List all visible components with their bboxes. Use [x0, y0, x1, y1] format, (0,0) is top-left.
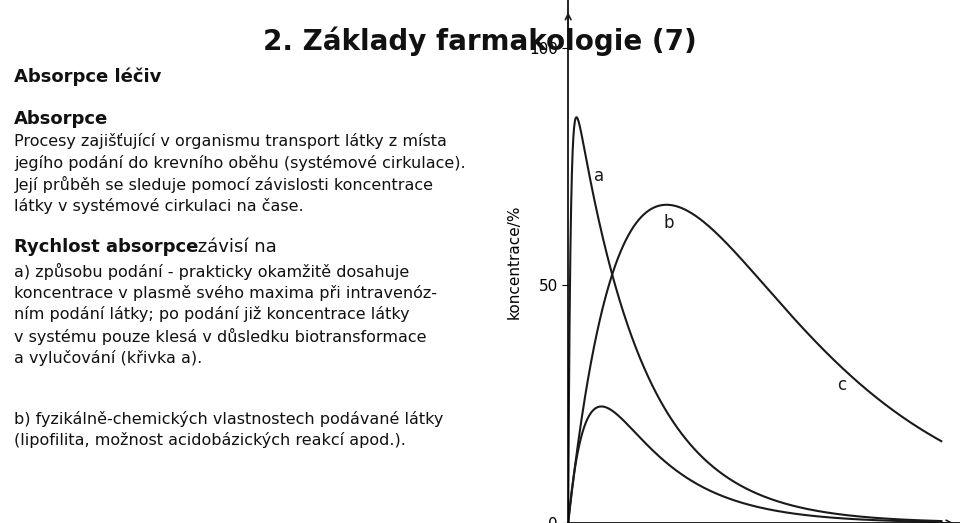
Text: závisí na: závisí na — [192, 238, 276, 256]
Text: c: c — [837, 376, 846, 394]
Text: Absorpce léčiv: Absorpce léčiv — [14, 68, 162, 86]
Text: a) způsobu podání - prakticky okamžitě dosahuje
koncentrace v plasmě svého maxim: a) způsobu podání - prakticky okamžitě d… — [14, 263, 438, 366]
Y-axis label: koncentrace/%: koncentrace/% — [507, 204, 522, 319]
Text: b) fyzikálně-chemických vlastnostech podávané látky
(lipofilita, možnost acidobá: b) fyzikálně-chemických vlastnostech pod… — [14, 411, 444, 448]
Text: Absorpce: Absorpce — [14, 110, 108, 128]
Text: Rychlost absorpce: Rychlost absorpce — [14, 238, 199, 256]
Text: b: b — [663, 214, 674, 232]
Text: a: a — [594, 167, 605, 185]
Text: Procesy zajišťující v organismu transport látky z místa
jegího podání do krevníh: Procesy zajišťující v organismu transpor… — [14, 133, 466, 214]
Text: 2. Základy farmakologie (7): 2. Základy farmakologie (7) — [263, 26, 697, 55]
